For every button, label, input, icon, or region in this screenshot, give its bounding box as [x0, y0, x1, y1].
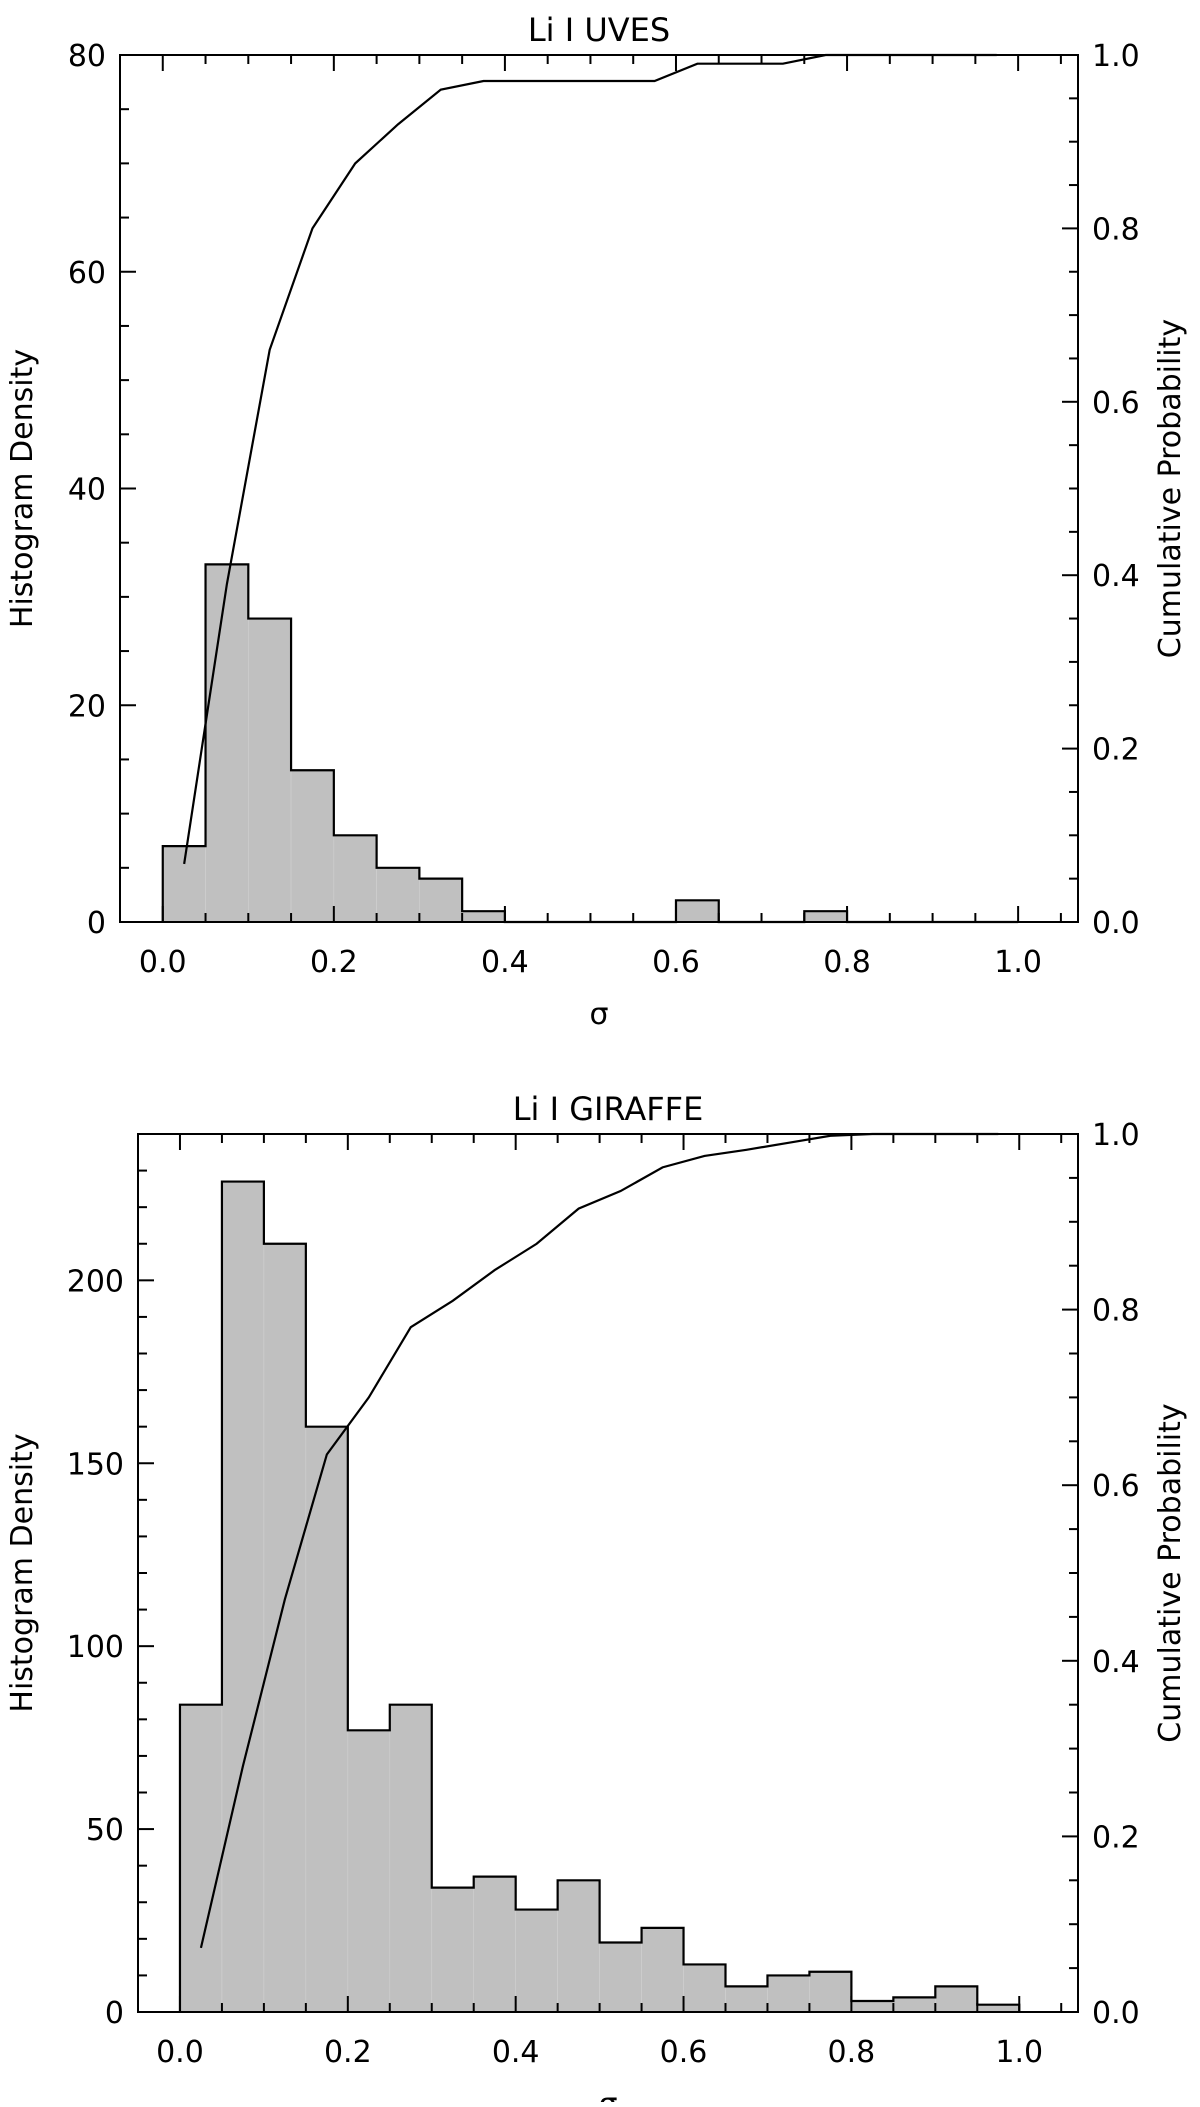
histogram-bar: [290, 769, 335, 923]
y2-tick-label: 0.8: [1092, 1294, 1140, 1329]
x-tick-label: 0.6: [652, 945, 700, 980]
y-tick-label: 150: [67, 1447, 124, 1482]
x-axis-label: σ: [598, 2087, 617, 2102]
y2-tick-label: 0.0: [1092, 1996, 1140, 2031]
y2-axis-label: Cumulative Probability: [1153, 1403, 1188, 1742]
cumulative-probability-line: [183, 53, 997, 865]
y-tick-label: 40: [68, 473, 106, 508]
y2-tick-label: 0.4: [1092, 1645, 1140, 1680]
histogram-bar: [376, 867, 420, 923]
histogram-bar: [461, 910, 506, 923]
histogram-bar: [179, 1704, 223, 2013]
y2-tick-label: 0.2: [1092, 733, 1140, 768]
x-tick-label: 0.0: [139, 945, 187, 980]
y-tick-label: 60: [68, 256, 106, 291]
histogram-bar: [599, 1942, 642, 2013]
histogram-bar: [725, 1986, 768, 2013]
chart-title: Li I GIRAFFE: [513, 1090, 704, 1128]
y2-axis-label: Cumulative Probability: [1153, 319, 1188, 658]
x-axis-label: σ: [589, 997, 608, 1032]
y2-tick-label: 0.6: [1092, 386, 1140, 421]
y-axis-label: Histogram Density: [5, 1433, 40, 1712]
x-tick-label: 0.4: [492, 2035, 540, 2070]
histogram-bar: [893, 1997, 936, 2013]
x-tick-label: 0.4: [481, 945, 529, 980]
y2-tick-label: 0.2: [1092, 1820, 1140, 1855]
y2-tick-label: 0.6: [1092, 1469, 1140, 1504]
histogram-bar: [263, 1243, 307, 2013]
histogram-bar: [557, 1880, 600, 2013]
y2-tick-label: 1.0: [1092, 39, 1140, 74]
histogram-bar: [767, 1975, 810, 2013]
x-tick-label: 1.0: [994, 945, 1042, 980]
histogram-bar: [641, 1927, 684, 2013]
y-tick-label: 0: [105, 1996, 124, 2031]
x-tick-label: 0.8: [828, 2035, 876, 2070]
x-tick-label: 0.2: [310, 945, 358, 980]
histogram-outline: [178, 1180, 1021, 2012]
histogram-bar: [389, 1704, 433, 2013]
histogram-bar: [419, 878, 463, 923]
histogram-bar: [347, 1730, 391, 2013]
x-tick-label: 0.2: [324, 2035, 372, 2070]
chart-panel-2: 0.0 0.2 0.4 0.6 0.8 1.0 0 50 100 150 200 0.0 0.2 0.4 0…: [5, 1090, 1188, 2107]
histogram-bar: [851, 2000, 894, 2013]
y2-tick-label: 1.0: [1092, 1118, 1140, 1153]
y2-tick-label: 0.0: [1092, 906, 1140, 941]
histogram-bar: [809, 1971, 852, 2013]
y-tick-label: 200: [67, 1264, 124, 1299]
y-tick-label: 100: [67, 1630, 124, 1665]
y-tick-label: 20: [68, 689, 106, 724]
y-tick-label: 50: [86, 1813, 124, 1848]
histogram-bar: [675, 900, 720, 923]
x-tick-label: 1.0: [995, 2035, 1043, 2070]
x-tick-label: 0.6: [660, 2035, 708, 2070]
histogram-bar: [803, 910, 848, 923]
histogram-bar: [515, 1909, 558, 2013]
y-tick-label: 80: [68, 39, 106, 74]
histogram-bar: [205, 564, 249, 923]
histogram-bar: [683, 1964, 726, 2013]
x-tick-label: 0.0: [156, 2035, 204, 2070]
y-axis-label: Histogram Density: [5, 349, 40, 628]
x-tick-label: 0.8: [823, 945, 871, 980]
chart-title: Li I UVES: [528, 11, 670, 49]
histogram-bar: [431, 1887, 475, 2013]
chart-panel-1: 0.0 0.2 0.4 0.6 0.8 1.0 0 20 40 60 80 0.0 0.2 0.4 0.6 0…: [5, 11, 1188, 1032]
y-tick-label: 0: [87, 906, 106, 941]
histogram-bar: [473, 1876, 516, 2013]
y2-tick-label: 0.4: [1092, 559, 1140, 594]
histogram-bar: [333, 834, 377, 923]
histogram-bar: [935, 1986, 978, 2013]
histogram-bar: [248, 618, 292, 923]
histogram-bar: [305, 1426, 349, 2013]
y2-tick-label: 0.8: [1092, 212, 1140, 247]
histogram-bar: [221, 1181, 265, 2013]
